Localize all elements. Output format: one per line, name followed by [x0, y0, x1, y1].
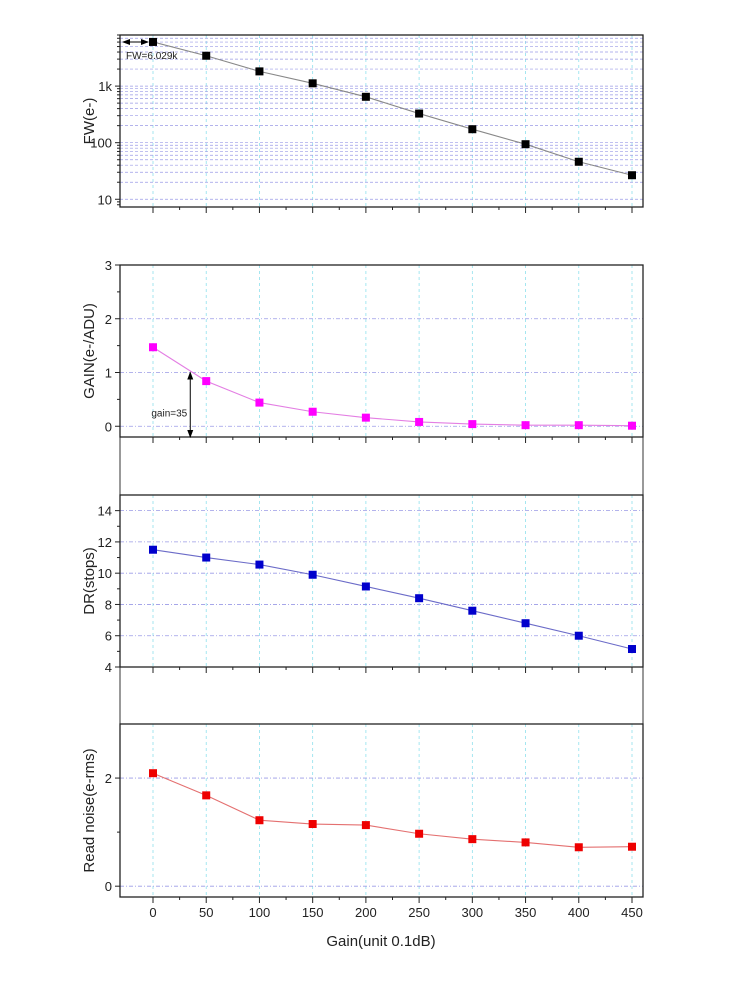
y-tick-label: 12	[98, 535, 112, 550]
data-point	[308, 570, 317, 579]
y-axis-label: FW(e-)	[81, 98, 98, 145]
panel-2: 0 1 2 3 GAIN(e-/ADU) gain=35	[81, 258, 644, 443]
x-tick-label: 300	[461, 905, 483, 920]
data-point	[628, 842, 636, 851]
data-point	[149, 343, 157, 352]
x-tick-label: 200	[355, 905, 377, 920]
panel-4: 0 2 Read noise(e-rms)	[81, 723, 644, 903]
data-point	[415, 417, 424, 426]
x-tick-label: 450	[621, 905, 643, 920]
data-point	[521, 838, 530, 847]
data-point	[521, 421, 530, 430]
data-point	[202, 791, 211, 800]
x-tick-label: 50	[199, 905, 213, 920]
data-point	[468, 835, 477, 844]
data-point	[308, 407, 317, 416]
y-tick-label: 1	[105, 366, 112, 381]
x-tick-label: 350	[515, 905, 537, 920]
data-point	[468, 420, 477, 429]
y-tick-label: 14	[98, 504, 112, 519]
plot-frame	[119, 34, 644, 208]
data-point	[361, 582, 370, 591]
data-point	[361, 92, 370, 101]
data-point	[255, 560, 264, 569]
y-tick-label: 100	[90, 136, 112, 151]
plot-frame	[119, 723, 644, 898]
data-point	[149, 769, 157, 778]
y-tick-label: 0	[105, 419, 112, 434]
data-point	[308, 820, 317, 829]
x-tick-label: 0	[149, 905, 156, 920]
x-tick-label: 150	[302, 905, 324, 920]
data-point	[628, 171, 636, 180]
y-tick-label: 10	[98, 566, 112, 581]
y-tick-label: 4	[105, 660, 112, 675]
data-point	[361, 821, 370, 830]
annotation-label: gain=35	[151, 408, 187, 419]
y-tick-label: 2	[105, 771, 112, 786]
y-tick-label: 6	[105, 629, 112, 644]
series-line	[152, 772, 633, 848]
annotation-label: FW=6.029k	[126, 51, 178, 62]
x-tick-label: 400	[568, 905, 590, 920]
data-point	[415, 109, 424, 118]
y-tick-label: 0	[105, 879, 112, 894]
data-point	[468, 606, 477, 615]
data-point	[149, 37, 157, 46]
y-tick-label: 3	[105, 258, 112, 273]
data-point	[468, 125, 477, 134]
data-point	[149, 545, 157, 554]
y-axis-label: DR(stops)	[81, 547, 98, 615]
data-point	[255, 67, 264, 76]
panel-3: 4 6 8 10 12 14 DR(stops)	[81, 494, 644, 675]
data-point	[521, 619, 530, 628]
y-tick-label: 10	[98, 192, 112, 207]
data-point	[628, 645, 636, 654]
data-point	[308, 79, 317, 88]
x-axis-label: Gain(unit 0.1dB)	[326, 933, 435, 950]
data-point	[574, 843, 583, 852]
series-line	[152, 41, 633, 176]
y-tick-label: 1k	[98, 79, 112, 94]
data-point	[255, 398, 264, 407]
data-point	[202, 51, 211, 60]
y-tick-label: 2	[105, 312, 112, 327]
data-point	[574, 631, 583, 640]
plot-frame	[119, 264, 644, 438]
data-point	[202, 377, 211, 386]
data-point	[415, 829, 424, 838]
data-point	[255, 816, 264, 825]
x-tick-label: 100	[249, 905, 271, 920]
series-line	[152, 346, 633, 427]
data-point	[574, 157, 583, 166]
data-point	[521, 140, 530, 149]
series-line	[152, 549, 633, 650]
plot-frame	[119, 494, 644, 668]
data-point	[202, 553, 211, 562]
data-point	[361, 413, 370, 422]
x-tick-label: 250	[408, 905, 430, 920]
data-point	[574, 421, 583, 430]
y-axis-label: Read noise(e-rms)	[81, 748, 98, 872]
y-axis-label: GAIN(e-/ADU)	[81, 303, 98, 399]
data-point	[415, 594, 424, 603]
y-tick-label: 8	[105, 597, 112, 612]
data-point	[628, 421, 636, 430]
